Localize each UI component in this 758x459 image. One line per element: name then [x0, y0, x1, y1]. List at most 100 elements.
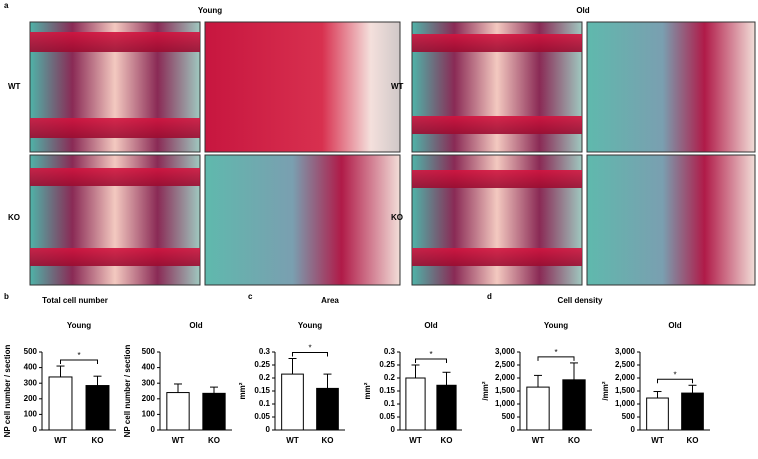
panel-label: a: [4, 1, 9, 10]
y-tick-label: 500: [24, 347, 38, 356]
y-tick-label: 3,000: [615, 347, 636, 356]
micrograph-detail: [30, 168, 200, 186]
micrograph: [586, 154, 756, 286]
y-tick-label: 0: [151, 425, 156, 434]
y-tick-label: 0.2: [259, 373, 271, 382]
row-label: KO: [391, 213, 403, 222]
bar: [281, 373, 304, 431]
y-tick-label: 1,500: [615, 386, 636, 395]
micrograph: [204, 154, 401, 286]
y-tick-label: 1,000: [615, 399, 636, 408]
panel-label: d: [487, 292, 492, 301]
y-tick-label: 300: [142, 378, 156, 387]
y-tick-label: 0.15: [379, 386, 395, 395]
micrograph-detail: [30, 118, 200, 138]
x-tick-label: KO: [441, 436, 453, 445]
significance-bracket: [292, 352, 328, 357]
row-label: KO: [8, 213, 20, 222]
y-tick-label: 0.05: [379, 412, 395, 421]
y-tick-label: 0: [511, 425, 516, 434]
x-tick-label: WT: [286, 436, 299, 445]
y-tick-label: 300: [24, 378, 38, 387]
y-tick-label: 0.15: [254, 386, 270, 395]
chart-title: Old: [189, 321, 202, 330]
panel-title: Total cell number: [42, 296, 108, 305]
y-axis-label: mm²: [363, 382, 372, 399]
x-tick-label: KO: [568, 436, 580, 445]
x-tick-label: WT: [172, 436, 185, 445]
y-tick-label: 0.1: [384, 399, 396, 408]
y-tick-label: 3,000: [495, 347, 516, 356]
y-tick-label: 500: [142, 347, 156, 356]
y-tick-label: 0: [631, 425, 636, 434]
significance-bracket: [657, 378, 693, 384]
significance-label: *: [673, 370, 676, 379]
y-tick-label: 0.25: [254, 360, 270, 369]
y-tick-label: 0.3: [384, 347, 396, 356]
x-tick-label: KO: [687, 436, 699, 445]
y-tick-label: 0: [33, 425, 38, 434]
significance-label: *: [429, 350, 432, 359]
panel-label: b: [4, 292, 9, 301]
significance-label: *: [308, 344, 311, 353]
x-tick-label: KO: [208, 436, 220, 445]
bar: [166, 392, 190, 431]
micrograph-detail: [412, 170, 582, 188]
x-tick-label: WT: [54, 436, 67, 445]
column-header: Young: [198, 6, 222, 15]
micrograph-detail: [412, 248, 582, 266]
bar: [562, 379, 586, 431]
x-tick-label: KO: [92, 436, 104, 445]
row-label: WT: [8, 82, 21, 91]
y-tick-label: 1,500: [495, 386, 516, 395]
panel-title: Cell density: [558, 296, 603, 305]
micrograph-detail: [412, 116, 582, 134]
y-tick-label: 500: [622, 412, 636, 421]
bar: [526, 386, 550, 431]
y-axis-label: mm²: [238, 382, 247, 399]
y-tick-label: 200: [24, 394, 38, 403]
y-tick-label: 100: [142, 410, 156, 419]
y-axis-label: NP cell number / section: [123, 345, 132, 438]
bar: [316, 387, 339, 431]
chart-title: Young: [544, 321, 568, 330]
micrograph-detail: [412, 34, 582, 52]
y-axis-label: /mm²: [481, 381, 490, 400]
y-tick-label: 0.1: [259, 399, 271, 408]
chart-title: Old: [424, 321, 437, 330]
micrograph: [586, 21, 756, 153]
micrograph-detail: [30, 32, 200, 52]
y-tick-label: 100: [24, 410, 38, 419]
y-tick-label: 1,000: [495, 399, 516, 408]
y-tick-label: 2,000: [495, 373, 516, 382]
y-tick-label: 2,500: [615, 360, 636, 369]
bar: [646, 397, 669, 431]
significance-bracket: [415, 358, 447, 363]
y-tick-label: 400: [24, 363, 38, 372]
column-header: Old: [576, 6, 589, 15]
y-tick-label: 2,000: [615, 373, 636, 382]
y-tick-label: 500: [502, 412, 516, 421]
y-tick-label: 0: [266, 425, 271, 434]
x-tick-label: WT: [532, 436, 545, 445]
bar: [85, 385, 110, 431]
y-tick-label: 0.3: [259, 347, 271, 356]
x-tick-label: WT: [409, 436, 422, 445]
y-tick-label: 400: [142, 363, 156, 372]
chart-title: Old: [668, 321, 681, 330]
bar: [405, 377, 426, 431]
y-tick-label: 0.2: [384, 373, 396, 382]
x-tick-label: WT: [651, 436, 664, 445]
panel-label: c: [248, 292, 253, 301]
bar: [436, 384, 457, 431]
micrograph: [204, 21, 401, 153]
significance-bracket: [537, 356, 575, 361]
y-tick-label: 0: [391, 425, 396, 434]
micrographs: [29, 21, 756, 286]
y-axis-label: NP cell number / section: [3, 345, 12, 438]
x-tick-label: KO: [322, 436, 334, 445]
y-axis-label: /mm²: [601, 381, 610, 400]
y-tick-label: 2,500: [495, 360, 516, 369]
y-tick-label: 200: [142, 394, 156, 403]
